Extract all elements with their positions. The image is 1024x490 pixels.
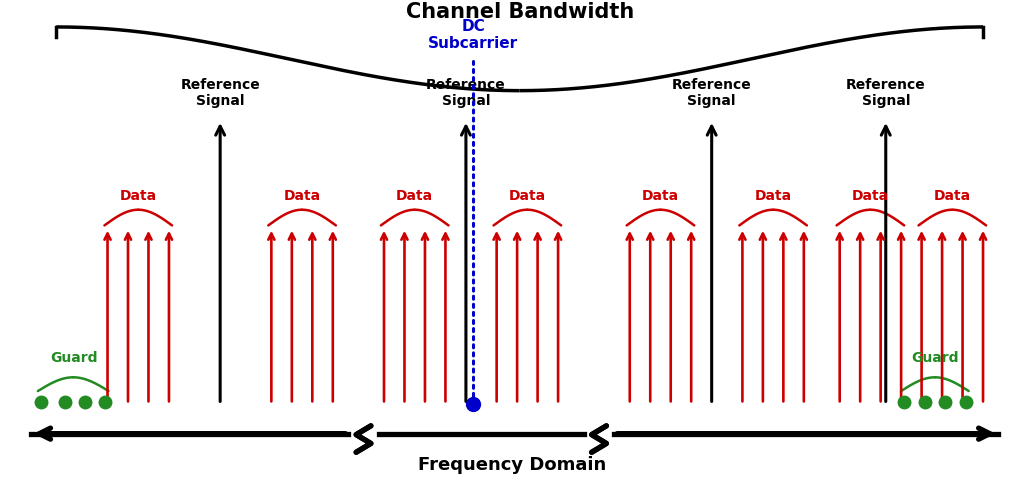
Text: Guard: Guard bbox=[911, 351, 958, 365]
Text: Reference
Signal: Reference Signal bbox=[846, 77, 926, 108]
Text: Data: Data bbox=[642, 189, 679, 203]
Text: Data: Data bbox=[852, 189, 889, 203]
Text: Data: Data bbox=[284, 189, 321, 203]
Text: Data: Data bbox=[509, 189, 546, 203]
Text: Reference
Signal: Reference Signal bbox=[180, 77, 260, 108]
Text: Reference
Signal: Reference Signal bbox=[672, 77, 752, 108]
Text: Data: Data bbox=[934, 189, 971, 203]
Text: Guard: Guard bbox=[50, 351, 97, 365]
Text: Data: Data bbox=[396, 189, 433, 203]
Text: Data: Data bbox=[755, 189, 792, 203]
Text: Channel Bandwidth: Channel Bandwidth bbox=[406, 2, 634, 22]
Text: Frequency Domain: Frequency Domain bbox=[418, 456, 606, 474]
Text: Data: Data bbox=[120, 189, 157, 203]
Text: Reference
Signal: Reference Signal bbox=[426, 77, 506, 108]
Text: DC
Subcarrier: DC Subcarrier bbox=[428, 19, 518, 51]
